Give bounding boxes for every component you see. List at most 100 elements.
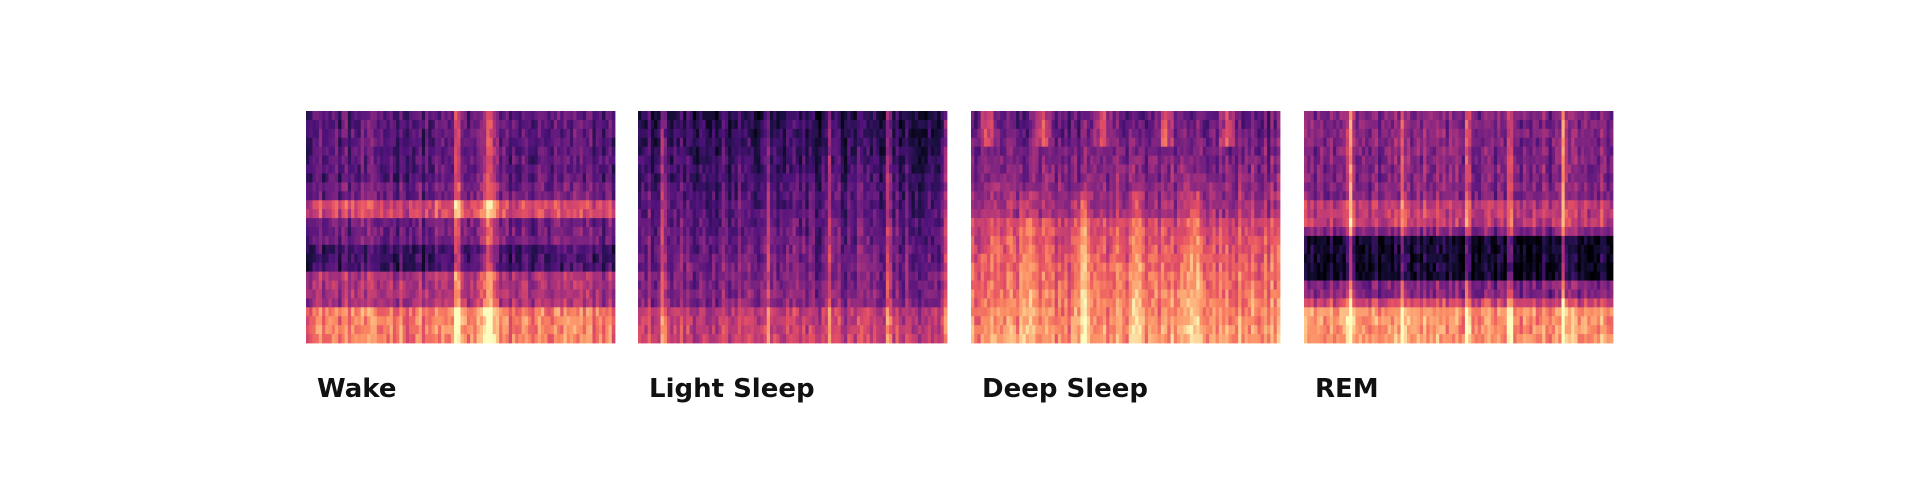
spectrogram-cell (376, 155, 381, 165)
spectrogram-cell (441, 191, 445, 201)
spectrogram-cell (331, 289, 336, 299)
spectrogram-cell (447, 307, 452, 317)
spectrogram-cell (492, 227, 497, 237)
spectrogram-cell (708, 271, 713, 281)
spectrogram-cell (418, 182, 423, 192)
spectrogram-cell (905, 111, 909, 121)
spectrogram-cell (789, 253, 793, 264)
spectrogram-cell (863, 235, 867, 246)
spectrogram-cell (811, 200, 816, 210)
spectrogram-cell (328, 173, 333, 183)
spectrogram-cell (895, 227, 900, 237)
spectrogram-cell (495, 235, 500, 246)
spectrogram-cell (389, 271, 394, 281)
spectrogram-cell (315, 182, 320, 192)
spectrogram-cell (760, 173, 764, 183)
spectrogram-cell (605, 128, 609, 139)
spectrogram-cell (331, 146, 336, 157)
spectrogram-cell (889, 128, 893, 139)
spectrogram-cell (338, 182, 342, 192)
spectrogram-cell (689, 334, 694, 344)
spectrogram-cell (908, 173, 912, 183)
spectrogram-cell (750, 316, 755, 326)
spectrogram-cell (798, 334, 803, 344)
spectrogram-cell (312, 111, 317, 121)
spectrogram-cell (679, 182, 684, 192)
spectrogram-cell (753, 325, 758, 335)
spectrogram-cell (341, 262, 346, 273)
spectrogram-cell (924, 137, 929, 148)
spectrogram-cell (792, 262, 797, 273)
spectrogram-cell (889, 182, 893, 192)
spectrogram-cell (895, 298, 900, 308)
spectrogram-cell (492, 218, 497, 228)
spectrogram-cell (380, 155, 384, 165)
spectrogram-cell (769, 253, 774, 264)
spectrogram-cell (454, 146, 458, 157)
spectrogram-cell (579, 200, 584, 210)
spectrogram-cell (402, 271, 407, 281)
spectrogram-cell (569, 182, 574, 192)
spectrogram-cell (582, 289, 587, 299)
spectrogram-cell (560, 119, 564, 130)
spectrogram-cell (598, 289, 603, 299)
spectrogram-cell (856, 244, 861, 255)
spectrogram-cell (927, 262, 932, 273)
spectrogram-cell (309, 200, 313, 210)
spectrogram-cell (367, 334, 371, 344)
spectrogram-cell (592, 227, 597, 237)
spectrogram-cell (895, 316, 900, 326)
spectrogram-cell (441, 325, 445, 335)
spectrogram-cell (827, 119, 832, 130)
spectrogram-cell (309, 244, 313, 255)
spectrogram-cell (521, 280, 526, 290)
spectrogram-cell (734, 235, 739, 246)
spectrogram-cell (595, 128, 600, 139)
spectrogram-cell (789, 128, 793, 139)
spectrogram-cell (582, 235, 587, 246)
spectrogram-cell (608, 298, 613, 308)
spectrogram-cell (895, 334, 900, 344)
spectrogram-cell (834, 227, 838, 237)
spectrogram-cell (428, 289, 432, 299)
spectrogram-cell (666, 244, 671, 255)
spectrogram-cell (802, 307, 806, 317)
spectrogram-cell (811, 316, 816, 326)
spectrogram-cell (641, 200, 645, 210)
spectrogram-cell (937, 298, 941, 308)
spectrogram-cell (866, 325, 871, 335)
spectrogram-cell (866, 164, 871, 174)
spectrogram-cell (370, 253, 374, 264)
spectrogram-cell (486, 289, 490, 299)
spectrogram-cell (347, 289, 352, 299)
spectrogram-cell (544, 182, 548, 192)
spectrogram-cell (357, 209, 362, 219)
spectrogram-cell (454, 119, 458, 130)
spectrogram-cell (576, 298, 580, 308)
spectrogram-cell (389, 191, 394, 201)
spectrogram-cell (569, 164, 574, 174)
spectrogram-cell (499, 262, 503, 273)
spectrogram-cell (399, 191, 403, 201)
spectrogram-cell (444, 209, 449, 219)
spectrogram-cell (673, 111, 678, 121)
spectrogram-cell (608, 137, 613, 148)
spectrogram-cell (544, 307, 548, 317)
spectrogram-cell (705, 218, 710, 228)
spectrogram-cell (837, 298, 842, 308)
spectrogram-cell (882, 289, 887, 299)
spectrogram-cell (657, 298, 661, 308)
spectrogram-cell (325, 111, 329, 121)
spectrogram-cell (322, 307, 326, 317)
spectrogram-cell (728, 182, 732, 192)
spectrogram-cell (847, 137, 851, 148)
spectrogram-cell (811, 235, 816, 246)
spectrogram-cell (769, 218, 774, 228)
spectrogram-cell (824, 218, 829, 228)
spectrogram-cell (515, 200, 519, 210)
spectrogram-cell (344, 325, 349, 335)
spectrogram-cell (399, 119, 403, 130)
spectrogram-cell (466, 307, 471, 317)
spectrogram-cell (805, 289, 809, 299)
spectrogram-cell (689, 173, 694, 183)
